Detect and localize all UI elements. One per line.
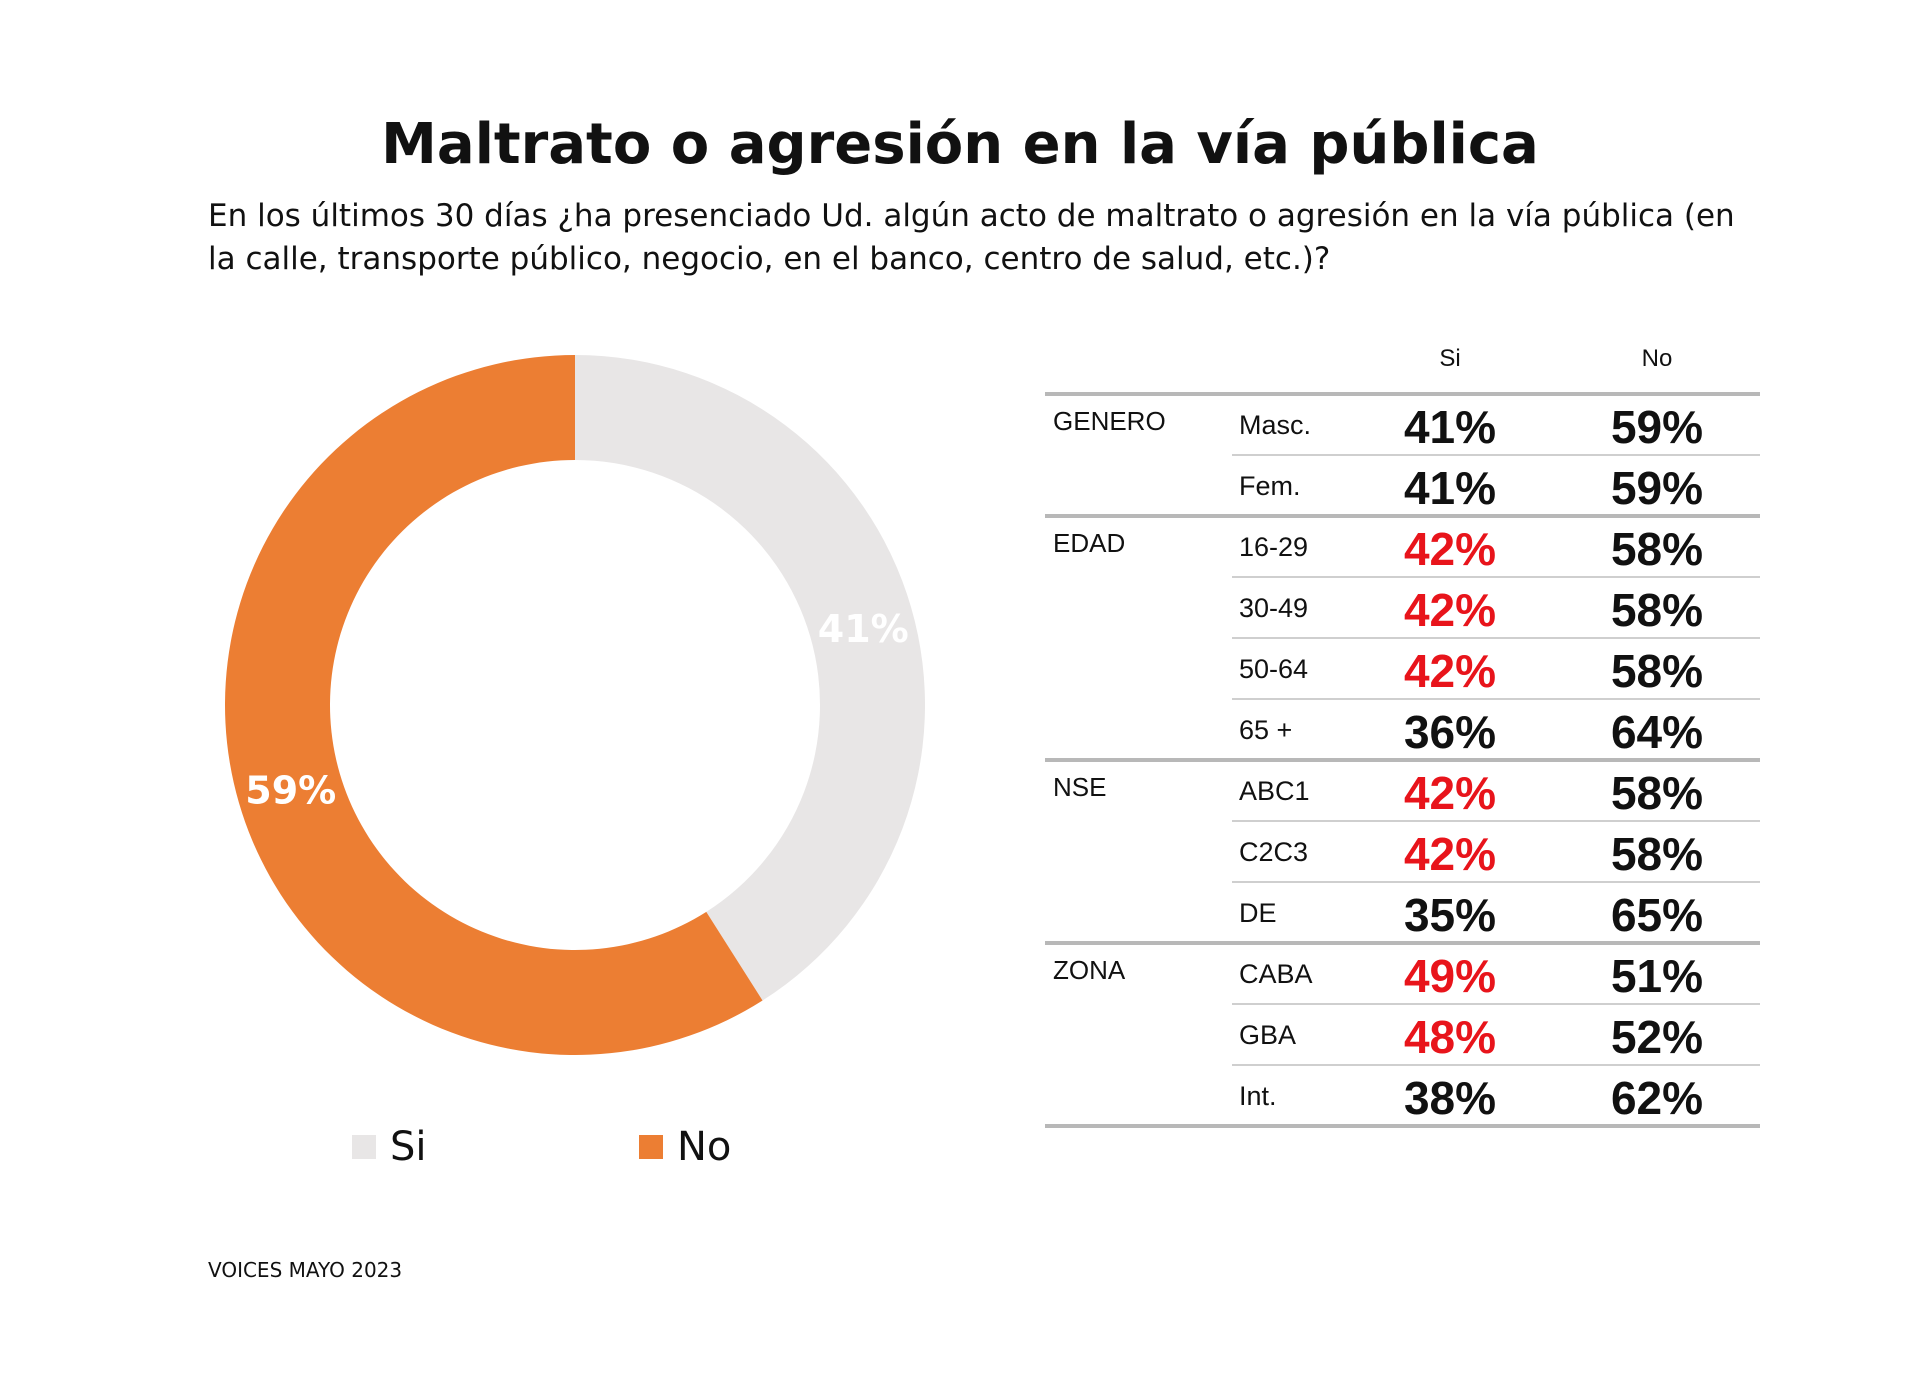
cell-si-value: 41% [1403, 462, 1497, 514]
cell-no-value: 59% [1610, 401, 1704, 453]
legend-label-si: Si [390, 1124, 427, 1170]
cell-no-value: 58% [1610, 523, 1704, 575]
cell-si-value: 42% [1403, 828, 1497, 880]
cell-no-value: 64% [1610, 706, 1704, 758]
slice-label-si: 41% [818, 607, 909, 651]
cell-no-value: 65% [1610, 889, 1704, 941]
cell-si-value: 42% [1403, 584, 1497, 636]
row-divider [1232, 698, 1760, 700]
row-label: Fem. [1239, 471, 1301, 501]
table-row: Int. 38% 62% [1045, 1065, 1760, 1126]
cell-no-value: 62% [1610, 1072, 1704, 1124]
cell-si-value: 41% [1403, 401, 1497, 453]
row-divider [1232, 1003, 1760, 1005]
legend-item-si: Si [352, 1124, 427, 1170]
crosstab-table: Si No GENERO Masc. 41% 59% Fem. 41% 59% EDAD 16-… [1045, 345, 1760, 1128]
row-label: GBA [1239, 1020, 1297, 1050]
cell-si-value: 42% [1403, 523, 1497, 575]
donut-chart: 41% 59% [224, 355, 925, 1055]
row-label: 65 + [1239, 715, 1293, 745]
cell-si-value: 36% [1403, 706, 1497, 758]
cell-si-value: 49% [1403, 950, 1497, 1002]
row-label: 16-29 [1239, 532, 1309, 562]
group-divider [1045, 758, 1760, 762]
row-label: C2C3 [1239, 837, 1309, 867]
row-label: CABA [1239, 959, 1313, 989]
donut-slice-si [575, 355, 925, 1001]
table-row: NSE ABC1 42% 58% [1045, 760, 1760, 821]
cell-si-value: 42% [1403, 767, 1497, 819]
column-header-si: Si [1439, 345, 1461, 372]
table-row: DE 35% 65% [1045, 882, 1760, 943]
cell-no-value: 59% [1610, 462, 1704, 514]
row-label: Int. [1239, 1081, 1277, 1111]
table-row: GBA 48% 52% [1045, 1004, 1760, 1065]
row-divider [1232, 820, 1760, 822]
row-label: ABC1 [1239, 776, 1310, 806]
legend-swatch-si [352, 1135, 376, 1159]
donut-slice-no [224, 355, 763, 1055]
cell-no-value: 58% [1610, 584, 1704, 636]
table-row: 30-49 42% 58% [1045, 577, 1760, 638]
group-divider [1045, 514, 1760, 518]
row-label: 30-49 [1239, 593, 1309, 623]
table-row: 65 + 36% 64% [1045, 699, 1760, 760]
group-divider [1045, 392, 1760, 396]
chart-title: Maltrato o agresión en la vía pública [381, 112, 1539, 177]
cell-si-value: 35% [1403, 889, 1497, 941]
table-bottom-rule [1045, 1124, 1760, 1128]
group-label: EDAD [1053, 528, 1126, 558]
legend: Si No [0, 1124, 1920, 1174]
row-divider [1232, 637, 1760, 639]
cell-no-value: 51% [1610, 950, 1704, 1002]
row-divider [1232, 881, 1760, 883]
group-label: ZONA [1053, 955, 1126, 985]
table-row: ZONA CABA 49% 51% [1045, 943, 1760, 1004]
row-label: Masc. [1239, 410, 1312, 440]
table-row: C2C3 42% 58% [1045, 821, 1760, 882]
table-row: GENERO Masc. 41% 59% [1045, 394, 1760, 455]
legend-swatch-no [639, 1135, 663, 1159]
row-divider [1232, 576, 1760, 578]
cell-no-value: 58% [1610, 767, 1704, 819]
question-text: En los últimos 30 días ¿ha presenciado U… [208, 198, 1735, 277]
cell-si-value: 42% [1403, 645, 1497, 697]
group-divider [1045, 941, 1760, 945]
group-label: NSE [1053, 772, 1107, 802]
group-label: GENERO [1053, 406, 1166, 436]
cell-si-value: 48% [1403, 1011, 1497, 1063]
cell-no-value: 58% [1610, 828, 1704, 880]
cell-no-value: 58% [1610, 645, 1704, 697]
row-label: 50-64 [1239, 654, 1309, 684]
table-row: Fem. 41% 59% [1045, 455, 1760, 516]
row-divider [1232, 454, 1760, 456]
legend-item-no: No [639, 1124, 731, 1170]
row-divider [1232, 1064, 1760, 1066]
table-row: EDAD 16-29 42% 58% [1045, 516, 1760, 577]
legend-label-no: No [677, 1124, 732, 1170]
column-header-no: No [1641, 345, 1673, 372]
slice-label-no: 59% [245, 768, 336, 812]
row-label: DE [1239, 898, 1277, 928]
source-note: VOICES MAYO 2023 [208, 1258, 403, 1282]
cell-no-value: 52% [1610, 1011, 1704, 1063]
cell-si-value: 38% [1403, 1072, 1497, 1124]
table-row: 50-64 42% 58% [1045, 638, 1760, 699]
